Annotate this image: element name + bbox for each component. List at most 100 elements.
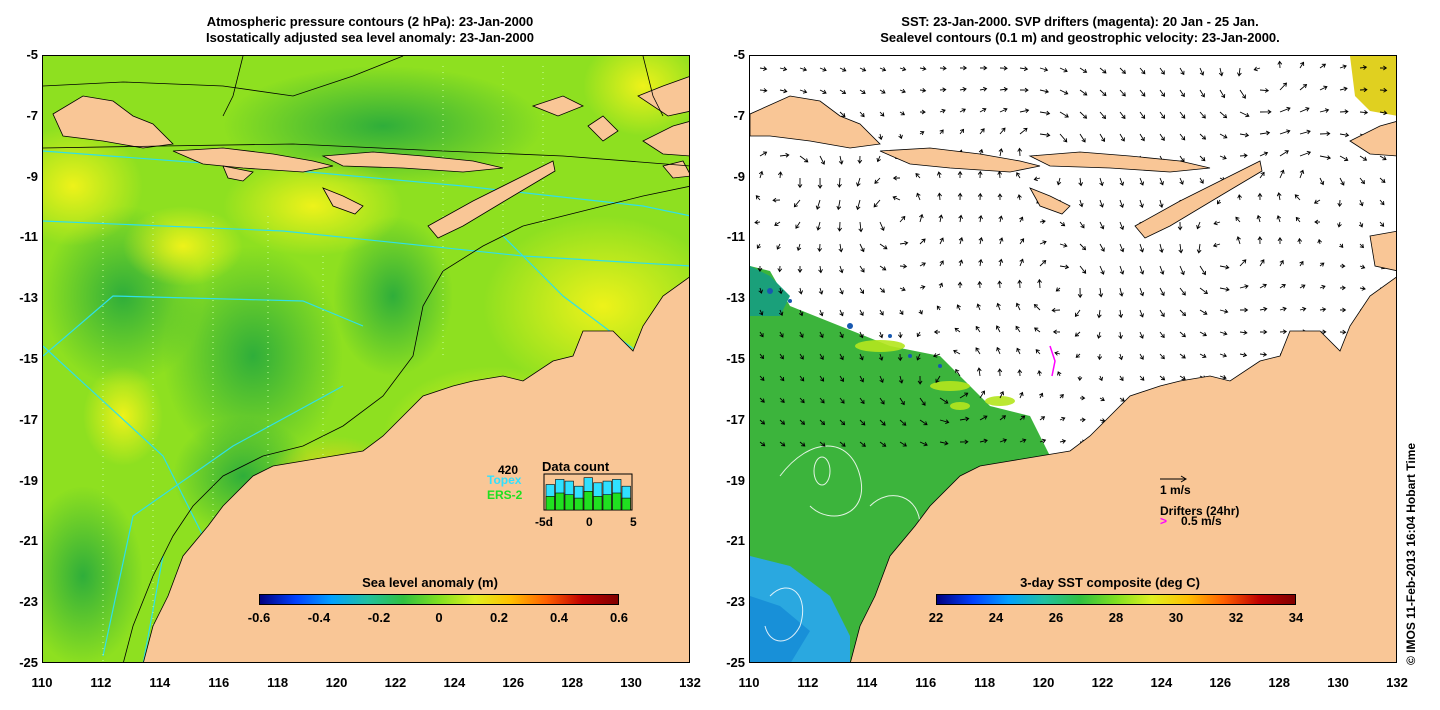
velocity-arrow xyxy=(879,309,884,316)
velocity-arrow xyxy=(1299,84,1308,91)
velocity-arrow xyxy=(958,259,964,267)
velocity-arrow xyxy=(779,353,784,360)
velocity-arrow xyxy=(899,441,907,447)
velocity-arrow xyxy=(1159,133,1165,141)
velocity-arrow xyxy=(1139,331,1144,339)
velocity-arrow xyxy=(759,353,764,360)
velocity-arrow xyxy=(819,155,826,165)
velocity-arrow xyxy=(1119,199,1124,208)
velocity-arrow xyxy=(837,221,843,232)
velocity-arrow xyxy=(1339,329,1347,335)
lon-tick-label: 122 xyxy=(384,675,407,690)
velocity-arrow xyxy=(999,391,1005,399)
velocity-arrow xyxy=(899,419,907,426)
velocity-arrow xyxy=(819,441,826,447)
lat-tick-label: -11 xyxy=(726,229,745,245)
velocity-arrow xyxy=(1299,61,1305,69)
velocity-arrow xyxy=(1259,151,1269,157)
velocity-arrow xyxy=(976,367,982,377)
velocity-arrow xyxy=(859,309,864,317)
velocity-arrow xyxy=(859,441,866,447)
velocity-arrow xyxy=(1179,331,1186,338)
velocity-arrow xyxy=(1339,64,1347,70)
velocity-arrow xyxy=(1059,111,1069,118)
velocity-arrow xyxy=(919,238,926,245)
velocity-arrow xyxy=(759,309,764,316)
lat-tick-label: -21 xyxy=(19,533,38,549)
velocity-arrow xyxy=(754,219,761,225)
velocity-arrow xyxy=(939,108,946,114)
velocity-arrow xyxy=(938,282,944,289)
velocity-arrow xyxy=(933,353,941,358)
velocity-arrow xyxy=(1218,67,1224,77)
velocity-arrow xyxy=(758,287,763,294)
velocity-arrow xyxy=(897,331,903,339)
velocity-arrow xyxy=(1034,327,1041,333)
velocity-arrow xyxy=(918,309,923,315)
velocity-arrow xyxy=(799,419,806,425)
velocity-arrow xyxy=(1319,284,1326,290)
velocity-arrow xyxy=(1099,89,1107,97)
velocity-arrow xyxy=(959,128,965,135)
velocity-arrow xyxy=(879,89,886,94)
velocity-arrow xyxy=(799,375,805,382)
data-count-histogram xyxy=(543,473,633,511)
velocity-arrow xyxy=(1055,287,1061,292)
velocity-arrow xyxy=(1119,133,1125,142)
velocity-arrow xyxy=(799,331,804,338)
velocity-arrow xyxy=(1179,89,1185,98)
ers2-count-bar xyxy=(574,497,584,511)
data-count-max: 420 xyxy=(498,463,519,477)
velocity-arrow xyxy=(957,170,963,179)
lon-tick-label: 128 xyxy=(561,675,584,690)
lon-tick-label: 130 xyxy=(620,675,642,690)
velocity-arrow xyxy=(839,353,844,361)
velocity-arrow xyxy=(1074,309,1081,318)
velocity-arrow xyxy=(839,419,846,426)
velocity-arrow xyxy=(1179,265,1185,276)
lon-tick-label: 114 xyxy=(149,675,171,690)
velocity-arrow xyxy=(819,353,824,360)
lat-tick-label: -23 xyxy=(726,594,745,610)
velocity-arrow xyxy=(1279,129,1291,135)
velocity-arrow xyxy=(1017,194,1022,201)
velocity-arrow xyxy=(1279,306,1287,312)
lat-tick-label: -9 xyxy=(733,168,745,184)
velocity-arrow xyxy=(1196,243,1202,254)
velocity-arrow xyxy=(959,108,966,113)
ers2-count-bar xyxy=(593,496,603,511)
lat-tick-label: -5 xyxy=(26,47,38,62)
velocity-arrow xyxy=(958,214,963,223)
velocity-arrow xyxy=(1277,60,1283,69)
velocity-arrow xyxy=(1118,331,1123,340)
velocity-arrow xyxy=(838,155,844,165)
velocity-arrow xyxy=(995,325,1001,333)
velocity-arrow xyxy=(897,353,903,362)
velocity-arrow xyxy=(796,243,802,252)
velocity-arrow xyxy=(915,172,921,179)
velocity-arrow xyxy=(755,195,761,201)
velocity-arrow xyxy=(979,65,988,71)
velocity-arrow xyxy=(899,263,908,269)
velocity-arrow xyxy=(1017,147,1023,157)
velocity-arrow xyxy=(1099,199,1104,208)
velocity-arrow xyxy=(859,397,865,405)
velocity-arrow xyxy=(1339,86,1348,92)
velocity-arrow xyxy=(959,392,969,399)
velocity-arrow xyxy=(1039,132,1051,138)
sla-colorbar xyxy=(259,594,619,605)
velocity-arrow xyxy=(919,88,927,93)
velocity-arrow xyxy=(1159,331,1165,339)
velocity-arrow xyxy=(1276,192,1282,201)
lon-tick-label: 116 xyxy=(208,675,230,690)
velocity-arrow xyxy=(899,66,907,72)
velocity-arrow xyxy=(1139,309,1144,318)
velocity-arrow xyxy=(759,331,764,338)
lon-tick-label: 120 xyxy=(1032,675,1055,690)
colorbar-tick-label: 0.4 xyxy=(549,610,569,625)
velocity-arrow xyxy=(777,265,783,273)
velocity-arrow xyxy=(839,265,844,274)
velocity-arrow xyxy=(1033,303,1041,311)
velocity-arrow xyxy=(799,441,806,447)
velocity-arrow xyxy=(818,287,824,295)
